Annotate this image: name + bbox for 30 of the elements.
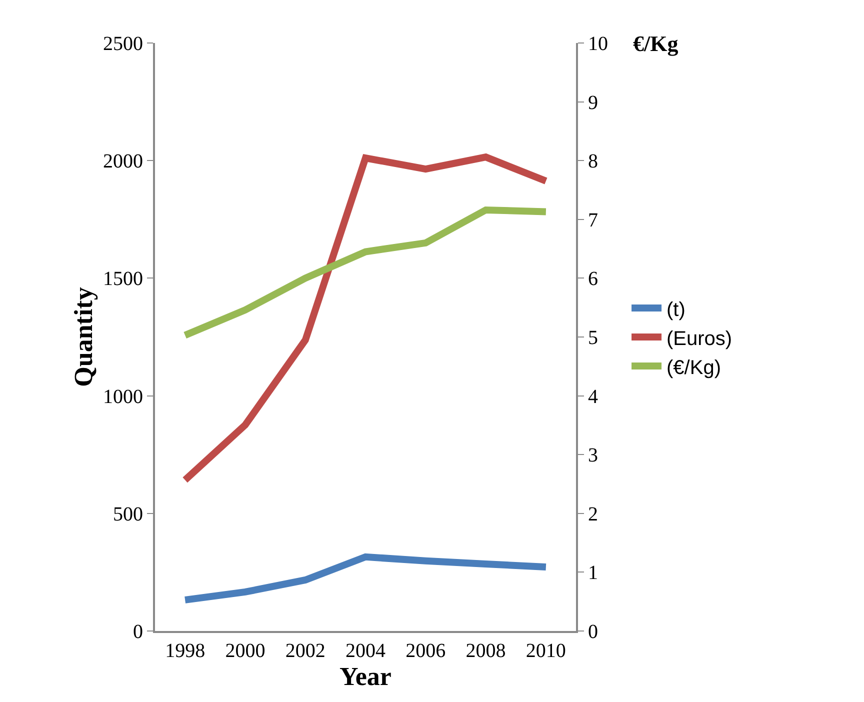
x-tick-label: 2006 (406, 640, 446, 662)
y-axis-title: Quantity (69, 287, 98, 387)
x-tick-label: 2002 (285, 640, 326, 662)
y2-tick-label: 6 (588, 268, 598, 290)
legend-label: (Euros) (666, 328, 732, 350)
y-tick-label: 1500 (103, 268, 143, 290)
y2-tick-label: 2 (588, 503, 598, 526)
y2-tick-label: 0 (588, 621, 598, 643)
y2-tick-label: 5 (588, 327, 598, 349)
x-tick-label: 2000 (225, 640, 266, 662)
y-tick-label: 2000 (103, 150, 143, 173)
y2-tick-label: 7 (588, 209, 598, 232)
y2-tick-label: 4 (588, 386, 598, 408)
legend-label: (€/Kg) (666, 356, 721, 379)
legend-label: (t) (666, 298, 686, 321)
y2-tick-label: 3 (588, 444, 598, 467)
y-tick-label: 0 (133, 621, 143, 643)
x-tick-label: 1998 (165, 640, 206, 662)
y-tick-label: 500 (113, 503, 143, 526)
y2-tick-label: 9 (588, 92, 598, 114)
x-tick-label: 2004 (346, 640, 386, 662)
y-tick-label: 1000 (103, 386, 143, 408)
x-tick-label: 2010 (526, 640, 566, 662)
y2-tick-label: 1 (588, 562, 598, 584)
x-tick-label: 2008 (466, 640, 506, 662)
y-tick-label: 2500 (103, 33, 143, 55)
y2-tick-label: 8 (588, 150, 598, 173)
y2-axis-title: €/Kg (633, 31, 678, 56)
y2-tick-label: 10 (588, 33, 608, 55)
x-axis-title: Year (340, 662, 392, 691)
